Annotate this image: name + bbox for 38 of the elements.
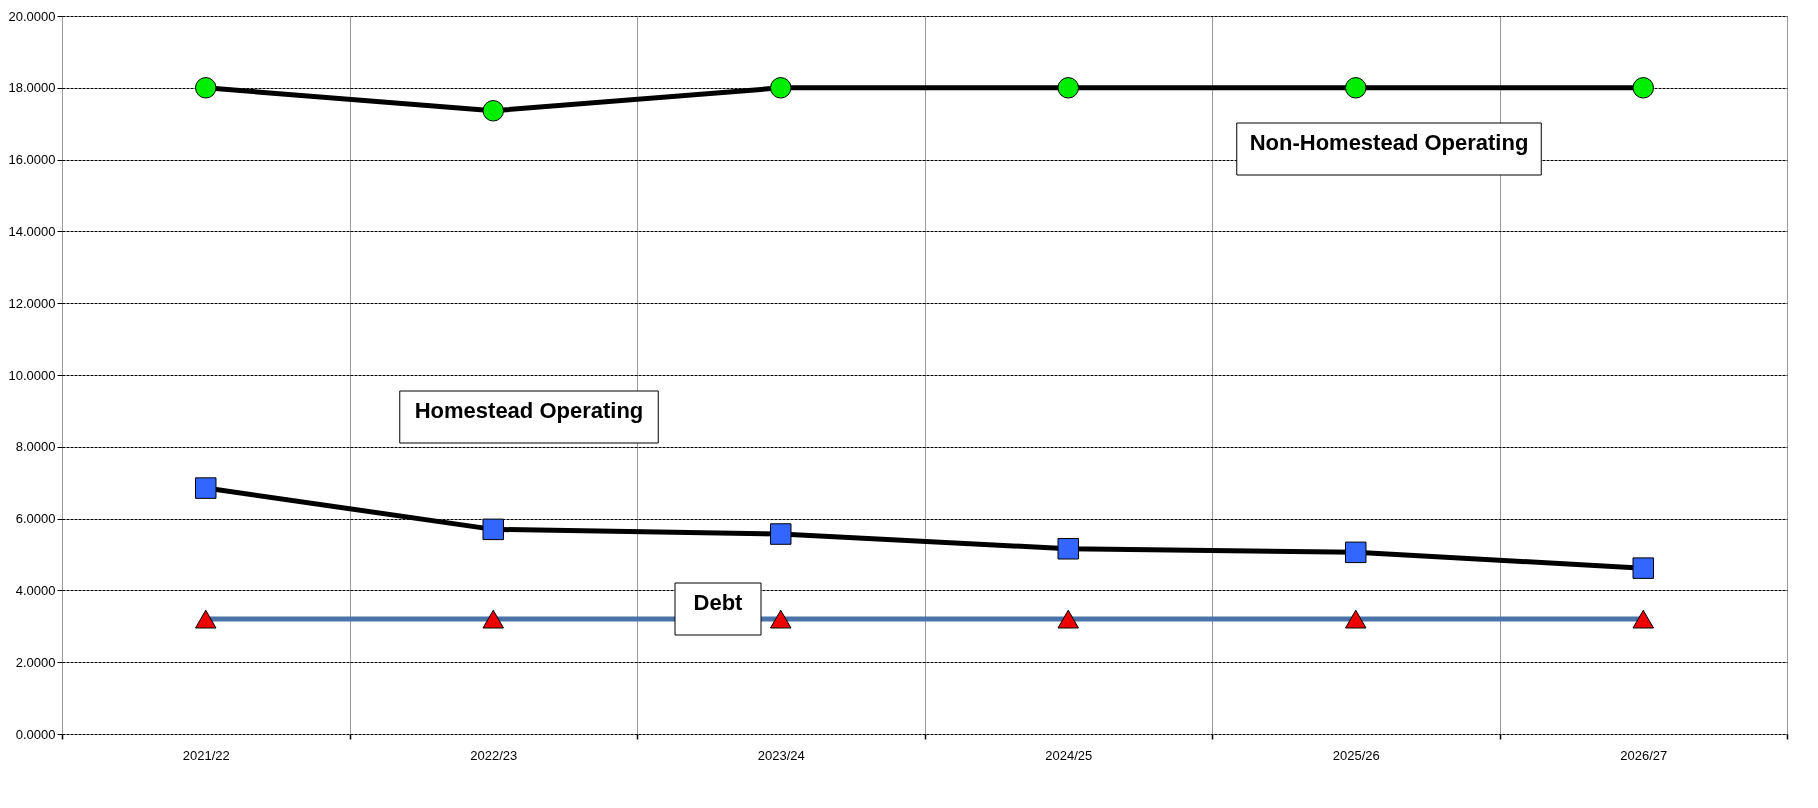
point	[482, 518, 504, 541]
series-label: Debt	[693, 590, 744, 615]
point	[1057, 538, 1079, 560]
y-tick-label: 20.0000	[8, 8, 56, 24]
x-tick-label: 2021/22	[182, 747, 230, 763]
x-tick-label: 2026/27	[1620, 747, 1668, 763]
point	[1632, 609, 1654, 629]
x-tick-label: 2023/24	[757, 747, 805, 763]
point	[482, 609, 504, 629]
x-tick-label: 2025/26	[1332, 747, 1380, 763]
point	[1345, 77, 1367, 99]
y-tick-label: 12.0000	[8, 295, 56, 311]
point	[482, 100, 504, 122]
y-tick-label: 0.0000	[15, 726, 56, 742]
point	[195, 477, 217, 499]
y-tick-label: 16.0000	[8, 152, 56, 168]
point	[1057, 609, 1079, 629]
point	[1632, 557, 1654, 579]
y-tick-label: 4.0000	[15, 582, 56, 598]
point	[770, 609, 792, 629]
y-tick-label: 6.0000	[15, 511, 56, 527]
y-tick-label: 10.0000	[8, 367, 56, 383]
y-tick-label: 2.0000	[15, 654, 56, 670]
series-label: Non-Homestead Operating	[1249, 130, 1529, 155]
point	[1345, 609, 1367, 629]
y-tick-label: 14.0000	[8, 223, 56, 239]
point	[770, 77, 792, 99]
point	[1345, 541, 1367, 564]
x-tick-label: 2022/23	[470, 747, 518, 763]
y-tick-label: 18.0000	[8, 80, 56, 96]
point	[1632, 77, 1654, 99]
point	[1057, 77, 1079, 99]
point	[195, 609, 217, 629]
x-tick-label: 2024/25	[1045, 747, 1093, 763]
point	[195, 77, 217, 99]
y-tick-label: 8.0000	[15, 439, 56, 455]
text: Homestead Operating	[414, 398, 644, 423]
point	[770, 523, 792, 545]
